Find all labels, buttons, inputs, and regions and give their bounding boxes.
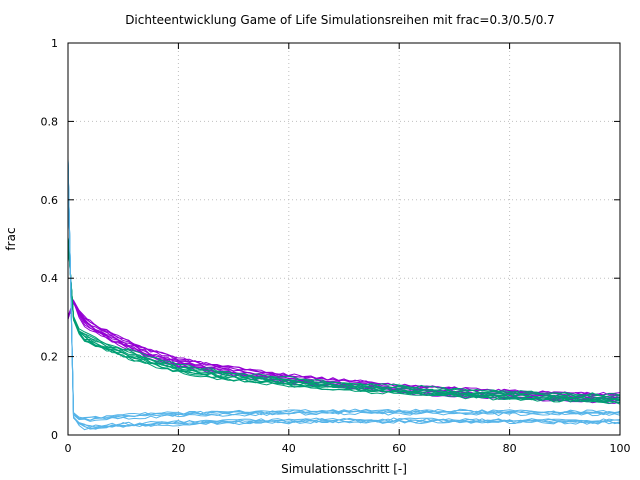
x-tick-label: 100 (610, 442, 631, 455)
y-axis-label: frac (4, 227, 18, 250)
y-tick-labels: 0 0.2 0.4 0.6 0.8 1 (41, 37, 59, 442)
chart-title: Dichteentwicklung Game of Life Simulatio… (125, 13, 555, 27)
series-line-start-0.5-run-9 (67, 240, 621, 401)
y-tick-label: 0.8 (41, 115, 59, 128)
y-tick-label: 0.4 (41, 272, 59, 285)
plot-frame (67, 42, 621, 436)
grid (68, 43, 620, 435)
y-tick-label: 0.6 (41, 194, 59, 207)
x-tick-label: 60 (392, 442, 406, 455)
series-line-start-0.5-run-4 (67, 238, 621, 398)
series-line-start-0.3-run-2 (67, 299, 621, 399)
x-tick-label: 40 (282, 442, 296, 455)
series-line-start-0.7-run-7 (67, 162, 621, 422)
y-tick-label: 0.2 (41, 351, 59, 364)
y-tick-label: 1 (51, 37, 58, 50)
x-axis-label: Simulationsschritt [-] (281, 462, 407, 476)
y-tick-label: 0 (51, 429, 58, 442)
series-line-start-0.3-run-5 (67, 299, 621, 396)
x-tick-label: 0 (65, 442, 72, 455)
series-line-start-0.5-run-10 (67, 238, 621, 396)
series-line-start-0.3-run-9 (67, 300, 621, 396)
series-line-start-0.5-run-8 (67, 237, 621, 403)
series-lines (67, 158, 621, 431)
series-line-start-0.5-run-5 (67, 240, 621, 400)
x-tick-label: 20 (171, 442, 185, 455)
x-tick-labels: 0 20 40 60 80 100 (65, 442, 631, 455)
series-line-start-0.5-run-3 (67, 237, 621, 400)
series-line-start-0.5-run-1 (67, 239, 621, 402)
series-line-start-0.7-run-5 (67, 160, 621, 420)
series-line-start-0.5-run-2 (67, 237, 621, 403)
series-line-start-0.5-run-6 (67, 238, 621, 402)
x-tick-label: 80 (503, 442, 517, 455)
series-line-start-0.7-run-10 (67, 160, 621, 421)
series-line-start-0.7-run-9 (67, 159, 621, 431)
axis-ticks (67, 42, 621, 436)
series-line-start-0.3-run-3 (67, 299, 621, 396)
